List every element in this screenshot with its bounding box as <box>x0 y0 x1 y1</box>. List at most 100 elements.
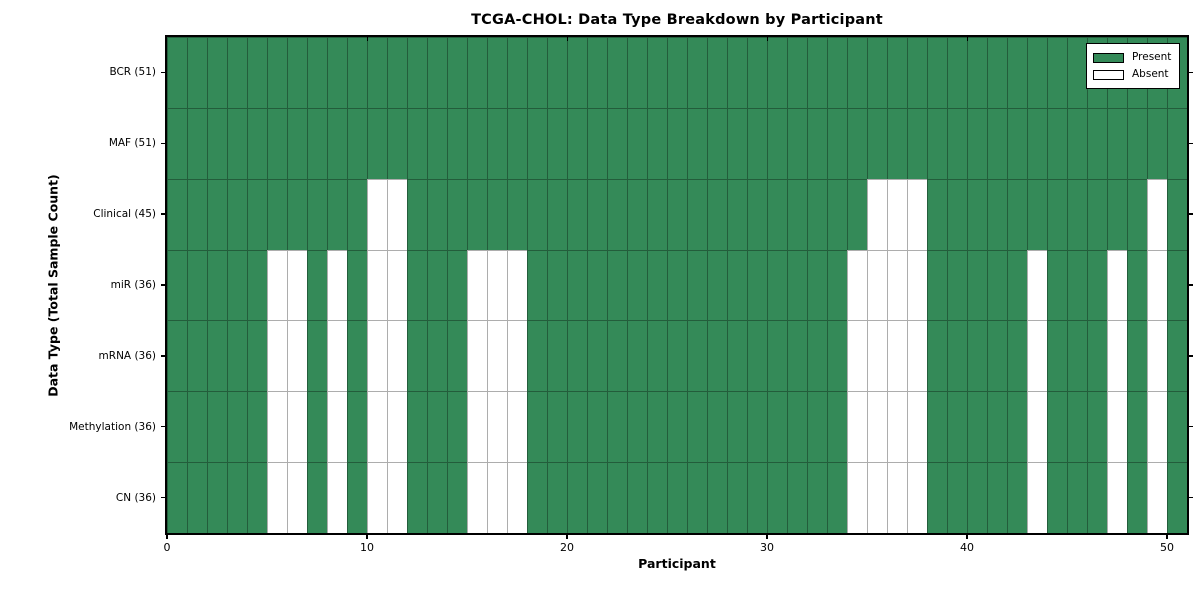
matrix-cell-Clinical-7 <box>307 179 327 250</box>
matrix-cell-BCR-20 <box>567 37 587 108</box>
matrix-cell-BCR-21 <box>587 37 607 108</box>
matrix-cell-Clinical-47 <box>1107 179 1127 250</box>
matrix-cell-CN-26 <box>687 462 707 533</box>
matrix-cell-Methylation-13 <box>427 391 447 462</box>
matrix-cell-CN-30 <box>767 462 787 533</box>
matrix-cell-mRNA-16 <box>487 320 507 391</box>
matrix-cell-Clinical-20 <box>567 179 587 250</box>
matrix-cell-mRNA-40 <box>967 320 987 391</box>
matrix-cell-CN-18 <box>527 462 547 533</box>
matrix-cell-Methylation-39 <box>947 391 967 462</box>
matrix-cell-Clinical-34 <box>847 179 867 250</box>
matrix-cell-BCR-45 <box>1067 37 1087 108</box>
matrix-cell-Clinical-36 <box>887 179 907 250</box>
matrix-cell-Methylation-24 <box>647 391 667 462</box>
matrix-cell-miR-30 <box>767 250 787 320</box>
matrix-cell-CN-4 <box>247 462 267 533</box>
top-tick-mark <box>766 37 768 41</box>
matrix-cell-miR-46 <box>1087 250 1107 320</box>
matrix-cell-CN-49 <box>1147 462 1167 533</box>
y-tick-mark-right <box>1189 496 1193 499</box>
matrix-cell-BCR-19 <box>547 37 567 108</box>
matrix-cell-mRNA-45 <box>1067 320 1087 391</box>
y-tick-mark-right <box>1189 142 1193 145</box>
matrix-cell-MAF-37 <box>907 108 927 179</box>
x-tick-label-10: 10 <box>360 541 374 554</box>
matrix-cell-BCR-0 <box>167 37 187 108</box>
matrix-cell-mRNA-14 <box>447 320 467 391</box>
x-tick-mark <box>566 535 568 539</box>
matrix-cell-Methylation-14 <box>447 391 467 462</box>
matrix-cell-CN-39 <box>947 462 967 533</box>
matrix-cell-miR-7 <box>307 250 327 320</box>
y-tick-label-CN: CN (36) <box>115 491 156 504</box>
matrix-cell-Methylation-25 <box>667 391 687 462</box>
matrix-cell-mRNA-35 <box>867 320 887 391</box>
matrix-cell-Clinical-6 <box>287 179 307 250</box>
matrix-cell-CN-7 <box>307 462 327 533</box>
matrix-cell-CN-8 <box>327 462 347 533</box>
matrix-cell-Clinical-18 <box>527 179 547 250</box>
matrix-cell-Clinical-4 <box>247 179 267 250</box>
matrix-cell-BCR-5 <box>267 37 287 108</box>
matrix-cell-BCR-3 <box>227 37 247 108</box>
matrix-cell-Methylation-45 <box>1067 391 1087 462</box>
legend-label-absent: Absent <box>1132 68 1169 81</box>
matrix-cell-BCR-27 <box>707 37 727 108</box>
matrix-cell-Methylation-0 <box>167 391 187 462</box>
matrix-cell-Clinical-28 <box>727 179 747 250</box>
matrix-cell-Methylation-6 <box>287 391 307 462</box>
matrix-cell-Clinical-15 <box>467 179 487 250</box>
matrix-cell-MAF-50 <box>1167 108 1187 179</box>
matrix-cell-CN-29 <box>747 462 767 533</box>
matrix-cell-CN-38 <box>927 462 947 533</box>
matrix-cell-CN-17 <box>507 462 527 533</box>
x-axis-label: Participant <box>638 556 716 571</box>
matrix-cell-mRNA-46 <box>1087 320 1107 391</box>
matrix-cell-MAF-27 <box>707 108 727 179</box>
matrix-cell-mRNA-17 <box>507 320 527 391</box>
y-tick-label-BCR: BCR (51) <box>109 66 156 79</box>
matrix-cell-miR-37 <box>907 250 927 320</box>
matrix-cell-mRNA-19 <box>547 320 567 391</box>
matrix-cell-Methylation-22 <box>607 391 627 462</box>
top-tick-mark <box>966 37 968 41</box>
matrix-cell-MAF-26 <box>687 108 707 179</box>
matrix-cell-Clinical-27 <box>707 179 727 250</box>
matrix-cell-CN-37 <box>907 462 927 533</box>
matrix-cell-Methylation-40 <box>967 391 987 462</box>
matrix-cell-mRNA-5 <box>267 320 287 391</box>
matrix-cell-MAF-33 <box>827 108 847 179</box>
matrix-cell-Clinical-16 <box>487 179 507 250</box>
matrix-cell-miR-42 <box>1007 250 1027 320</box>
matrix-cell-miR-20 <box>567 250 587 320</box>
matrix-cell-BCR-26 <box>687 37 707 108</box>
legend-item-absent: Absent <box>1093 66 1173 83</box>
matrix-cell-Methylation-1 <box>187 391 207 462</box>
matrix-cell-MAF-9 <box>347 108 367 179</box>
matrix-cell-MAF-39 <box>947 108 967 179</box>
matrix-cell-mRNA-20 <box>567 320 587 391</box>
matrix-cell-BCR-1 <box>187 37 207 108</box>
matrix-cell-miR-40 <box>967 250 987 320</box>
matrix-cell-miR-36 <box>887 250 907 320</box>
x-tick-mark <box>766 535 768 539</box>
matrix-cell-mRNA-41 <box>987 320 1007 391</box>
matrix-cell-mRNA-29 <box>747 320 767 391</box>
x-tick-label-30: 30 <box>760 541 774 554</box>
matrix-cell-MAF-22 <box>607 108 627 179</box>
matrix-cell-mRNA-30 <box>767 320 787 391</box>
matrix-cell-MAF-34 <box>847 108 867 179</box>
matrix-cell-miR-16 <box>487 250 507 320</box>
top-tick-mark <box>366 37 368 41</box>
matrix-cell-MAF-2 <box>207 108 227 179</box>
matrix-cell-mRNA-34 <box>847 320 867 391</box>
matrix-cell-BCR-29 <box>747 37 767 108</box>
matrix-cell-CN-15 <box>467 462 487 533</box>
matrix-cell-Clinical-0 <box>167 179 187 250</box>
y-tick-mark-left <box>161 355 165 357</box>
y-tick-mark-left <box>161 425 165 428</box>
matrix-cell-MAF-47 <box>1107 108 1127 179</box>
y-tick-label-MAF: MAF (51) <box>108 137 156 150</box>
matrix-cell-BCR-41 <box>987 37 1007 108</box>
